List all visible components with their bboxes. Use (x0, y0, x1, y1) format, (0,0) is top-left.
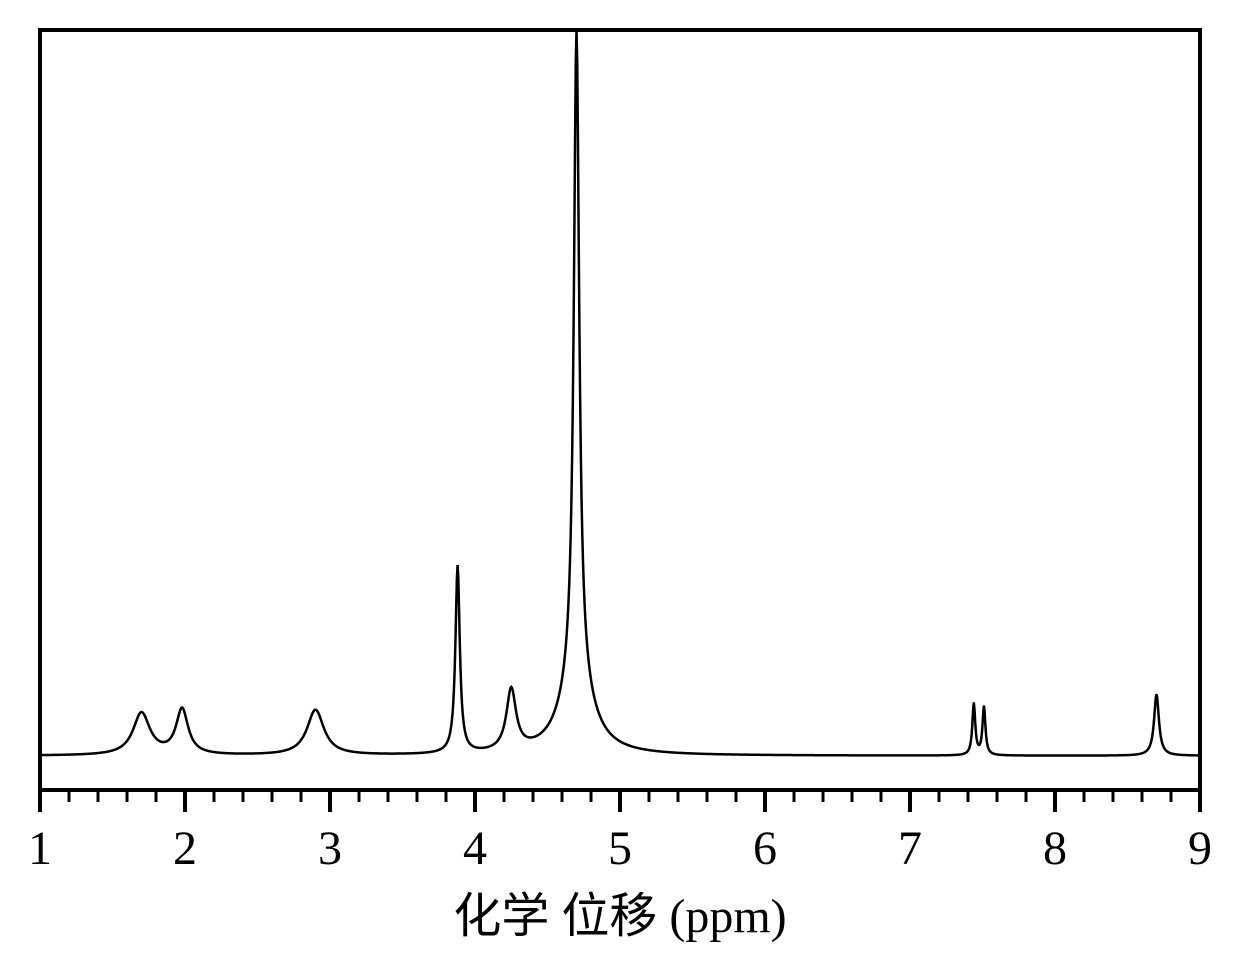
x-tick-label: 4 (463, 822, 487, 875)
x-tick-label: 5 (608, 822, 632, 875)
x-tick-label: 6 (753, 822, 777, 875)
x-tick-label: 2 (173, 822, 197, 875)
x-tick-label: 3 (318, 822, 342, 875)
chart-svg: 1 2 3 4 5 6 7 8 9 化学 位移 (ppm) (0, 0, 1240, 973)
spectrum-line (40, 30, 1200, 756)
x-tick-label: 1 (28, 822, 52, 875)
x-tick-label: 9 (1188, 822, 1212, 875)
x-tick-label: 8 (1043, 822, 1067, 875)
nmr-spectrum-chart: 1 2 3 4 5 6 7 8 9 化学 位移 (ppm) (0, 0, 1240, 973)
plot-frame (40, 30, 1200, 790)
x-tick-label: 7 (898, 822, 922, 875)
x-axis-label: 化学 位移 (ppm) (453, 890, 786, 943)
